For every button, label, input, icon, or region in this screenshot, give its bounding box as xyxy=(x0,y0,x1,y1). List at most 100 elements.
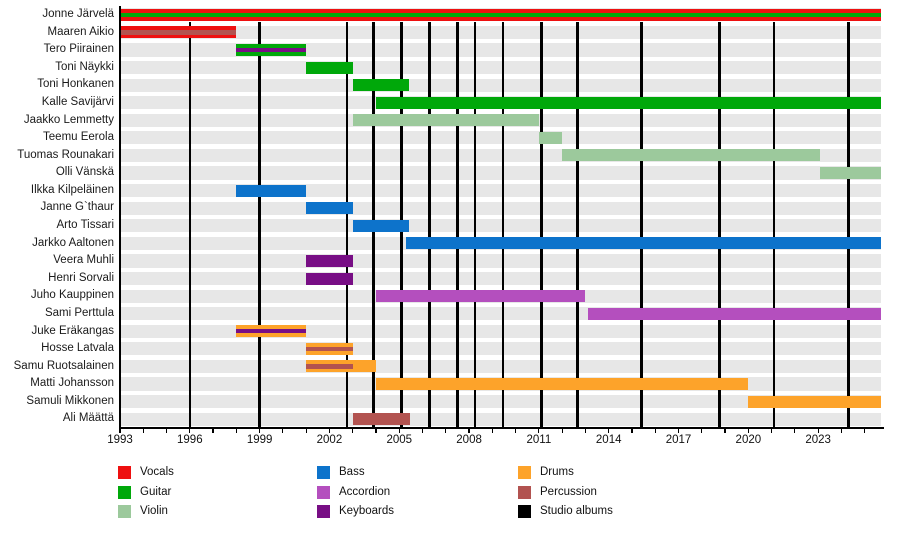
x-axis-tick xyxy=(561,428,563,433)
studio-album-line xyxy=(639,22,643,428)
x-axis-tick xyxy=(794,428,796,433)
timeline-bar-keyboards xyxy=(236,329,307,334)
timeline-bar-keyboards xyxy=(236,47,307,53)
timeline-bar-percussion xyxy=(306,346,353,352)
row-label: Samu Ruotsalainen xyxy=(13,359,114,372)
x-axis-tick xyxy=(724,428,726,433)
x-axis-tick xyxy=(608,428,610,433)
timeline-bar-drums xyxy=(375,378,749,391)
x-axis-tick-label: 2008 xyxy=(456,434,482,446)
x-axis-tick xyxy=(282,428,284,433)
row-label: Sami Perttula xyxy=(44,306,114,319)
row-label: Jarkko Aaltonen xyxy=(32,236,114,249)
timeline-bar-bass xyxy=(352,219,409,232)
row-label: Henri Sorvali xyxy=(48,271,114,284)
studio-album-line xyxy=(717,22,721,428)
studio-album-line xyxy=(188,22,192,428)
row-label: Olli Vänskä xyxy=(55,166,114,179)
row-label: Tuomas Rounakari xyxy=(17,148,114,161)
row-label: Samuli Mikkonen xyxy=(26,394,114,407)
row-label: Kalle Savijärvi xyxy=(41,95,114,108)
legend-item: Vocals xyxy=(118,466,298,480)
x-axis-tick xyxy=(817,428,819,433)
timeline-bar-violin xyxy=(538,131,563,144)
member-row-band xyxy=(120,43,881,57)
row-label: Tero Piirainen xyxy=(43,43,114,56)
studio-album-line xyxy=(539,22,543,428)
x-axis-tick xyxy=(235,428,237,433)
studio-album-line xyxy=(345,22,349,428)
member-row-band xyxy=(120,342,881,356)
legend-label: Vocals xyxy=(140,466,174,478)
row-label: Jaakko Lemmetty xyxy=(23,113,114,126)
member-row-band xyxy=(120,219,881,233)
studio-album-line xyxy=(473,22,477,428)
member-row-band xyxy=(120,25,881,39)
row-label: Veera Muhli xyxy=(53,254,114,267)
studio-album-line xyxy=(501,22,505,428)
timeline-bar-accordion xyxy=(375,290,586,303)
legend-label: Guitar xyxy=(140,485,172,498)
row-label: Matti Johansson xyxy=(30,377,114,390)
x-axis-tick xyxy=(352,428,354,433)
legend-item: Percussion xyxy=(518,485,698,500)
x-axis-tick xyxy=(259,428,261,433)
timeline-bar-guitar xyxy=(352,79,409,92)
timeline-bar-violin xyxy=(352,114,539,127)
timeline-bar-keyboards xyxy=(306,272,353,285)
x-axis-tick xyxy=(189,428,191,433)
member-row-band xyxy=(120,166,881,180)
x-axis-tick xyxy=(654,428,656,433)
row-label: Toni Honkanen xyxy=(37,78,114,91)
x-axis-tick xyxy=(328,428,331,433)
x-axis-tick-label: 2011 xyxy=(526,434,552,446)
x-axis-tick xyxy=(538,428,540,433)
x-axis-tick xyxy=(165,428,168,433)
x-axis-tick-label: 2020 xyxy=(735,434,762,446)
x-axis-tick xyxy=(631,428,633,433)
member-row-band xyxy=(120,412,881,426)
x-axis-tick-label: 2014 xyxy=(595,434,622,446)
x-axis-tick-label: 1999 xyxy=(246,434,273,446)
x-axis-tick xyxy=(840,428,843,433)
legend-label: Percussion xyxy=(540,485,597,498)
x-axis-tick xyxy=(864,428,866,433)
row-label: Janne G`thaur xyxy=(40,201,114,214)
member-row-band xyxy=(120,271,881,286)
row-label: Teemu Eerola xyxy=(43,131,114,144)
timeline-bar-accordion xyxy=(587,307,881,320)
legend-item: Keyboards xyxy=(317,505,497,519)
row-label: Hosse Latvala xyxy=(41,342,114,355)
legend-label: Accordion xyxy=(339,485,391,498)
timeline-bar-violin xyxy=(562,149,821,162)
timeline-bar-percussion xyxy=(120,30,237,35)
row-label: Jonne Järvelä xyxy=(42,8,114,20)
timeline-bar-bass xyxy=(236,184,307,197)
legend-item: Violin xyxy=(118,505,298,519)
x-axis-tick-label: 2017 xyxy=(665,434,692,446)
x-axis-line xyxy=(119,427,884,429)
row-label: Toni Näykki xyxy=(55,60,114,73)
member-row-band xyxy=(120,359,881,374)
x-axis-tick xyxy=(445,428,447,433)
x-axis-tick-label: 2005 xyxy=(386,434,413,446)
legend-label: Keyboards xyxy=(339,505,394,517)
legend-item: Bass xyxy=(317,466,497,480)
timeline-bar-bass xyxy=(406,237,881,250)
accordion-legend-swatch xyxy=(317,485,330,499)
row-label: Juke Eräkangas xyxy=(31,324,114,337)
x-axis-tick xyxy=(747,428,749,433)
studio-album-line xyxy=(847,22,850,428)
member-row-band xyxy=(120,60,881,75)
member-row-band xyxy=(120,324,881,338)
x-axis-tick xyxy=(212,428,214,433)
row-label: Ali Määttä xyxy=(62,412,114,425)
x-axis-tick xyxy=(375,428,377,433)
x-axis-tick xyxy=(305,428,307,433)
drums-legend-swatch xyxy=(518,466,531,479)
legend-label: Violin xyxy=(140,505,168,517)
member-row-band xyxy=(120,184,881,198)
guitar-legend-swatch xyxy=(118,485,131,499)
studio-album-line xyxy=(428,22,431,428)
